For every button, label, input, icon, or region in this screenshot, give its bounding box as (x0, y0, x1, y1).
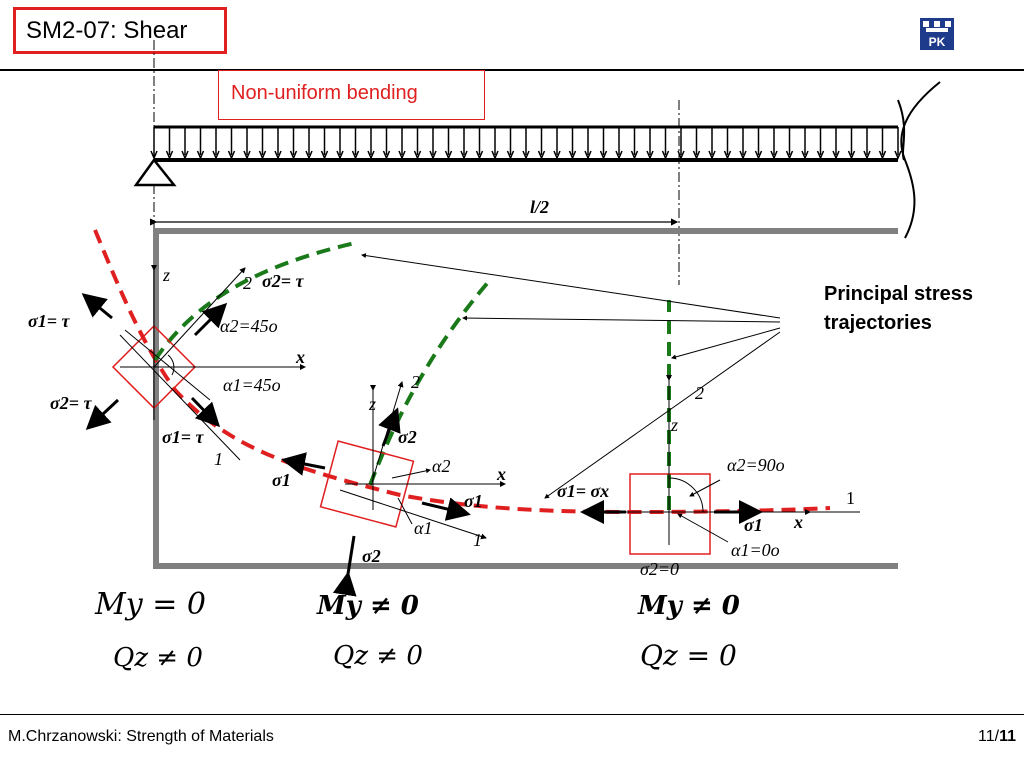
trajectories-label: Principal stress trajectories (824, 283, 973, 334)
subtitle-box: Non-uniform bending (218, 70, 485, 120)
axis-x-left: x (295, 347, 305, 367)
element-middle (281, 381, 506, 597)
condition-1-M: My = 0 (94, 587, 206, 622)
beam-break-line (897, 81, 941, 239)
span-label: l/2 (530, 197, 549, 217)
centerlines (153, 40, 680, 400)
page-number: 11/11 (978, 728, 1016, 746)
logo-text: PK (929, 35, 946, 49)
left-sigma2: σ2= τ (50, 393, 92, 413)
footer-divider (0, 714, 1024, 715)
trajectory-sigma1 (93, 229, 831, 515)
footer-author: M.Chrzanowski: Strength of Materials (8, 728, 274, 745)
axis-z-mid: z (368, 394, 376, 414)
left-sigma1-top: σ1= τ (28, 311, 70, 331)
right-sigma1-eq: σ1= σx (557, 481, 609, 501)
axis-x-right: x (793, 512, 803, 532)
slide-title: SM2-07: Shear (13, 7, 227, 54)
condition-2-M: My ≠ 0 (316, 591, 419, 621)
dir-2-mid: 2 (411, 372, 420, 392)
condition-2-Q: Qz ≠ 0 (333, 641, 423, 671)
right-alpha1: α1=0o (731, 540, 780, 560)
header-divider (0, 69, 1024, 71)
page-current: 11/ (978, 728, 1000, 745)
mid-sigma1-left: σ1 (272, 470, 291, 490)
dir-1-mid: 1 (473, 530, 482, 550)
mid-sigma1-right: σ1 (464, 491, 483, 511)
right-sigma1: σ1 (744, 515, 763, 535)
dir-1-left: 1 (214, 449, 223, 469)
axis-z-left: z (162, 265, 170, 285)
mid-alpha2: α2 (432, 456, 450, 476)
pin-support (133, 157, 177, 187)
condition-1-Q: Qz ≠ 0 (113, 643, 203, 673)
dir-1-right: 1 (846, 488, 855, 508)
trajectory-sigma2-left (153, 241, 356, 362)
axis-x-mid: x (496, 464, 506, 484)
page-total: 11 (999, 728, 1016, 745)
condition-3-M: My ≠ 0 (637, 591, 740, 621)
condition-3-Q: Qz = 0 (640, 639, 737, 672)
trajectory-sigma2-mid (368, 278, 492, 486)
left-alpha1: α1=45o (223, 375, 281, 395)
mid-sigma2-top: σ2 (398, 427, 417, 447)
left-alpha2: α2=45o (220, 316, 278, 336)
university-logo: PK (918, 16, 956, 52)
dir-2-left: 2 (243, 273, 252, 293)
left-sigma1-bottom: σ1= τ (162, 427, 204, 447)
element-left (81, 265, 306, 461)
right-alpha2: α2=90o (727, 455, 785, 475)
mid-sigma2-bottom: σ2 (362, 546, 381, 566)
axis-z-right: z (670, 415, 678, 435)
trajectory-pointers (361, 253, 781, 499)
distributed-load (150, 125, 902, 162)
mid-alpha1: α1 (414, 518, 432, 538)
element-right (580, 375, 860, 555)
beam-outline (153, 228, 898, 569)
left-sigma2-top: σ2= τ (262, 271, 304, 291)
dir-2-right: 2 (695, 383, 704, 403)
right-sigma2: σ2=0 (640, 559, 679, 579)
